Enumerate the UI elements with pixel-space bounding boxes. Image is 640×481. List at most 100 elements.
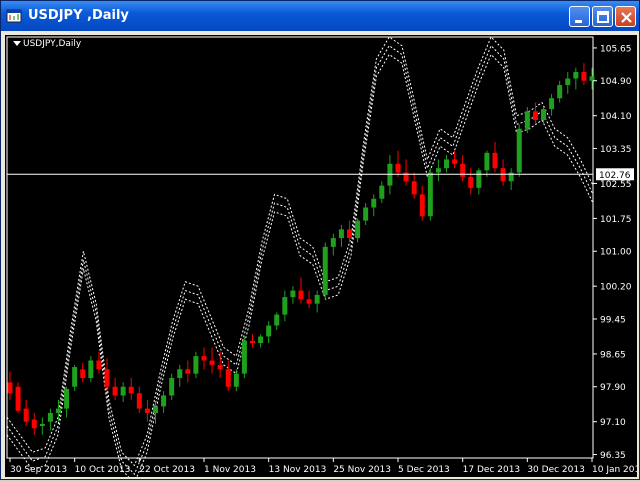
candle-body <box>338 229 344 239</box>
y-tick-label: 98.65 <box>600 350 626 360</box>
candle-body <box>23 408 29 422</box>
candle-body <box>15 386 21 411</box>
envelope-line <box>6 44 594 476</box>
candle-body <box>484 152 490 171</box>
candle-body <box>306 299 312 304</box>
candle-body <box>72 367 78 387</box>
maximize-button[interactable] <box>592 6 613 27</box>
close-button[interactable] <box>615 6 636 27</box>
candle-body <box>161 395 167 407</box>
x-tick-label: 13 Nov 2013 <box>269 465 327 475</box>
y-tick-label: 102.55 <box>600 180 632 190</box>
y-tick-label: 104.10 <box>600 112 632 122</box>
x-tick-label: 30 Sep 2013 <box>10 465 67 475</box>
candle-body <box>153 406 158 413</box>
candle-body <box>330 238 336 247</box>
candle-body <box>411 181 417 195</box>
candle-body <box>532 111 538 121</box>
y-tick-label: 105.65 <box>600 44 632 54</box>
y-tick-label: 101.00 <box>600 248 632 258</box>
candle-body <box>282 297 288 315</box>
candle-body <box>444 159 449 169</box>
candle-body <box>419 194 425 217</box>
chart-area[interactable]: 105.65 104.90 104.10 103.35 102.55 101.75 101.… <box>5 35 640 481</box>
candle-body <box>427 172 433 217</box>
y-tick-label: 96.35 <box>600 451 626 461</box>
candle-body <box>193 356 199 374</box>
candle-body <box>144 408 150 413</box>
x-tick-label: 10 Oct 2013 <box>75 465 131 475</box>
candle-body <box>169 377 175 396</box>
x-tick-label: 5 Dec 2013 <box>398 465 450 475</box>
candle-body <box>64 388 70 409</box>
candle-body <box>403 172 409 182</box>
y-tick-label: 103.35 <box>600 145 632 155</box>
dropdown-triangle-icon <box>13 40 21 46</box>
x-tick-label: 22 Oct 2013 <box>139 465 195 475</box>
candle-body <box>549 98 555 110</box>
candle-body <box>217 364 223 370</box>
x-tick-label: 1 Nov 2013 <box>204 465 256 475</box>
candle-body <box>88 360 94 378</box>
symbol-timeframe-text: USDJPY,Daily <box>23 39 82 49</box>
x-tick-label: 25 Nov 2013 <box>333 465 391 475</box>
candle-body <box>476 170 482 188</box>
candle-body <box>557 85 563 99</box>
candle-body <box>290 290 296 298</box>
x-tick-label: 10 Jan 2014 <box>592 465 637 475</box>
y-tick-label: 104.90 <box>600 77 632 87</box>
candle-body <box>120 386 126 396</box>
candle-body <box>112 386 118 396</box>
y-tick-label: 101.75 <box>600 215 632 225</box>
candle-body <box>581 71 587 81</box>
candle-body <box>104 369 110 387</box>
candle-body <box>225 369 231 387</box>
candle-body <box>201 356 207 361</box>
y-tick-label: 97.90 <box>600 383 626 393</box>
minimize-icon <box>575 20 582 23</box>
candle-body <box>395 163 401 173</box>
candle-body <box>185 369 191 374</box>
candle-body <box>56 408 61 413</box>
minimize-button[interactable] <box>569 6 590 27</box>
candle-body <box>7 382 13 394</box>
candle-body <box>516 128 522 173</box>
maximize-icon <box>597 11 609 23</box>
candle-body <box>452 159 458 164</box>
close-icon <box>621 12 632 23</box>
candle-body <box>177 369 183 378</box>
candle-body <box>136 393 142 409</box>
candle-body <box>209 360 215 365</box>
candle-body <box>468 176 474 188</box>
candle-body <box>371 198 377 208</box>
price-chart[interactable]: 105.65 104.90 104.10 103.35 102.55 101.75 101.… <box>5 35 640 481</box>
candle-body <box>47 412 53 422</box>
chart-symbol-label[interactable]: USDJPY,Daily <box>13 39 81 49</box>
candle-body <box>492 152 498 169</box>
candle-body <box>524 111 530 129</box>
candle-body <box>322 246 328 295</box>
x-tick-label: 30 Dec 2013 <box>527 465 585 475</box>
candle-body <box>435 168 441 173</box>
candle-body <box>298 290 304 300</box>
candle-body <box>460 163 466 177</box>
title-bar[interactable]: USDJPY ,Daily <box>1 1 639 31</box>
candle-body <box>233 373 239 387</box>
app-icon <box>6 9 22 23</box>
candle-body <box>347 229 352 239</box>
candle-body <box>258 336 264 344</box>
candle-body <box>80 369 86 378</box>
candle-body <box>314 294 320 304</box>
candle-body <box>241 340 247 374</box>
candle-body <box>39 423 45 427</box>
candle-body <box>573 71 579 79</box>
candle-body <box>379 185 385 199</box>
y-tick-label: 100.20 <box>600 283 632 293</box>
candle-body <box>128 386 134 394</box>
candle-body <box>31 419 37 429</box>
plot-frame <box>6 36 594 459</box>
candle-body <box>589 76 595 81</box>
candle-body <box>96 360 102 370</box>
candle-body <box>508 172 514 182</box>
